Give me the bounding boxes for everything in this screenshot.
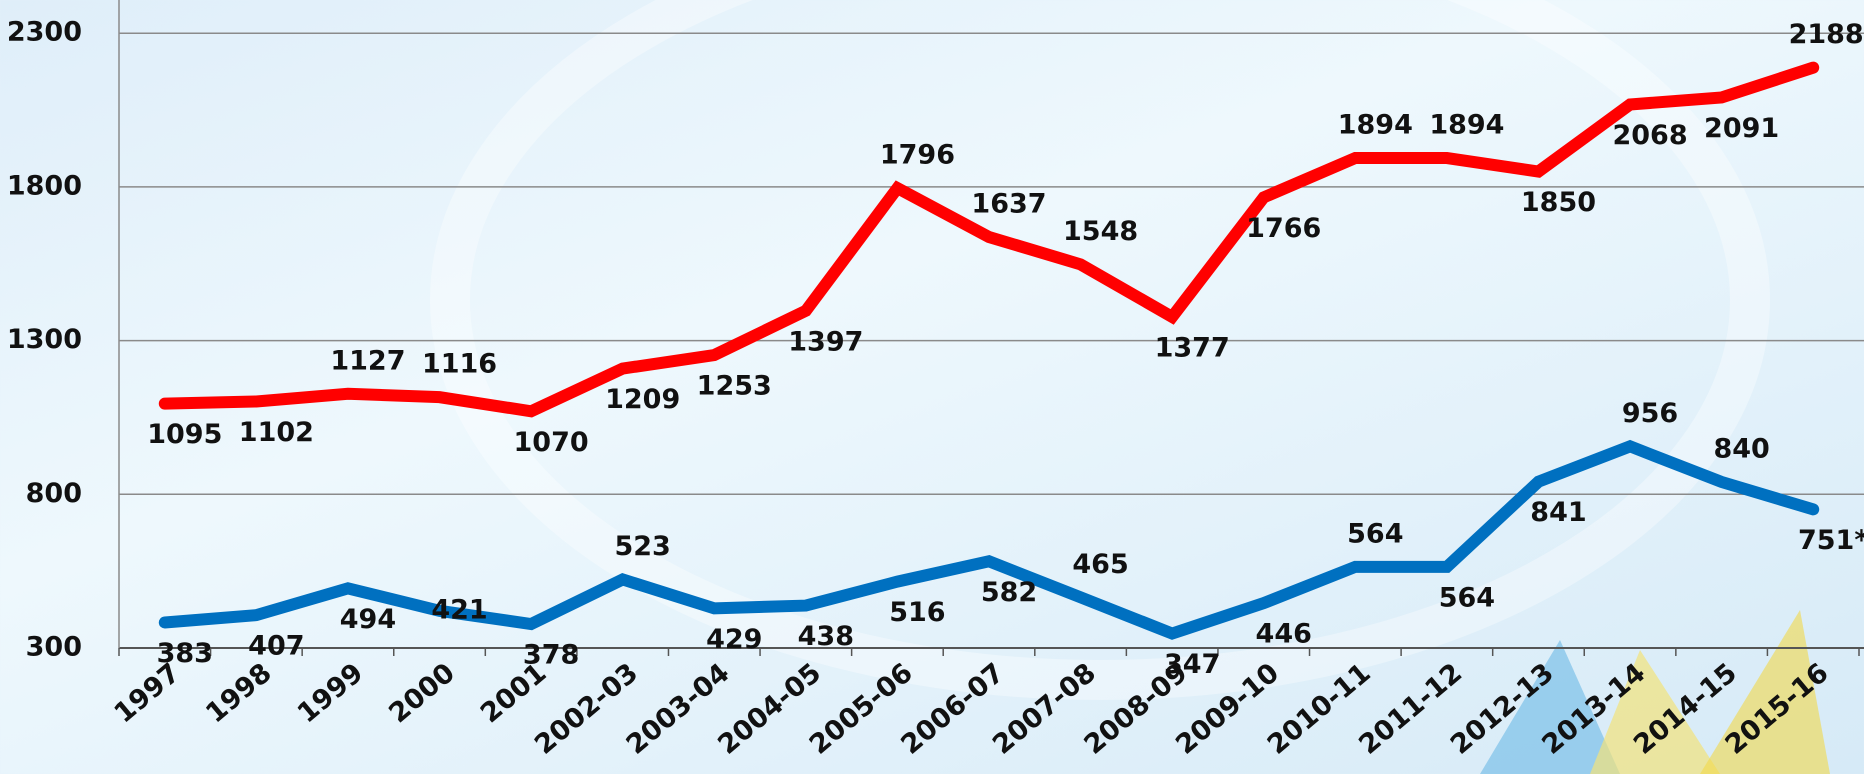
- data-label: 1796: [880, 140, 955, 171]
- data-label: 582: [981, 577, 1037, 608]
- data-label: 1102: [239, 417, 314, 448]
- y-tick-label: 300: [26, 632, 82, 663]
- y-tick-label: 800: [26, 478, 82, 509]
- data-label: 378: [523, 640, 579, 671]
- data-label: 1766: [1246, 213, 1321, 244]
- data-label: 383: [157, 638, 213, 669]
- decoration: [1700, 610, 1830, 774]
- x-tick-label: 2000: [383, 657, 460, 729]
- data-label: 1070: [514, 427, 589, 458]
- data-label: 840: [1713, 434, 1769, 465]
- data-label: 1116: [422, 349, 497, 380]
- decoration: [1590, 650, 1720, 774]
- data-label: 1548: [1063, 216, 1138, 247]
- data-label: 1637: [971, 189, 1046, 220]
- background-swirl: [430, 0, 1770, 700]
- data-label: 1377: [1155, 332, 1230, 363]
- data-label: 429: [706, 624, 762, 655]
- data-label: 446: [1256, 619, 1312, 650]
- data-label: 523: [614, 531, 670, 562]
- data-label: 1397: [788, 326, 863, 357]
- y-tick-label: 2300: [7, 17, 82, 48]
- data-label: 2068: [1612, 120, 1687, 151]
- data-label: 516: [889, 597, 945, 628]
- data-label: 564: [1347, 518, 1403, 549]
- data-label: 1850: [1521, 187, 1596, 218]
- data-line: [158, 61, 1820, 418]
- data-line: [158, 439, 1820, 640]
- data-label: 421: [431, 594, 487, 625]
- data-label: 841: [1530, 497, 1586, 528]
- data-label: 2091: [1704, 113, 1779, 144]
- data-label: 2188*: [1789, 19, 1864, 50]
- data-label: 1894: [1429, 110, 1504, 141]
- data-label: 1894: [1338, 110, 1413, 141]
- data-label: 564: [1439, 582, 1495, 613]
- y-tick-label: 1300: [7, 324, 82, 355]
- data-label: 1095: [147, 419, 222, 450]
- x-tick-label: 1999: [292, 657, 369, 729]
- data-label: 1253: [697, 371, 772, 402]
- data-label: 956: [1622, 398, 1678, 429]
- y-tick-label: 1800: [7, 170, 82, 201]
- data-label: 347: [1164, 649, 1220, 680]
- data-label: 751*: [1798, 525, 1864, 556]
- data-label: 1127: [330, 345, 405, 376]
- data-label: 494: [340, 604, 396, 635]
- data-label: 438: [798, 621, 854, 652]
- decoration: [1480, 640, 1620, 774]
- data-label: 407: [248, 631, 304, 662]
- data-label: 1209: [605, 384, 680, 415]
- data-label: 465: [1072, 549, 1128, 580]
